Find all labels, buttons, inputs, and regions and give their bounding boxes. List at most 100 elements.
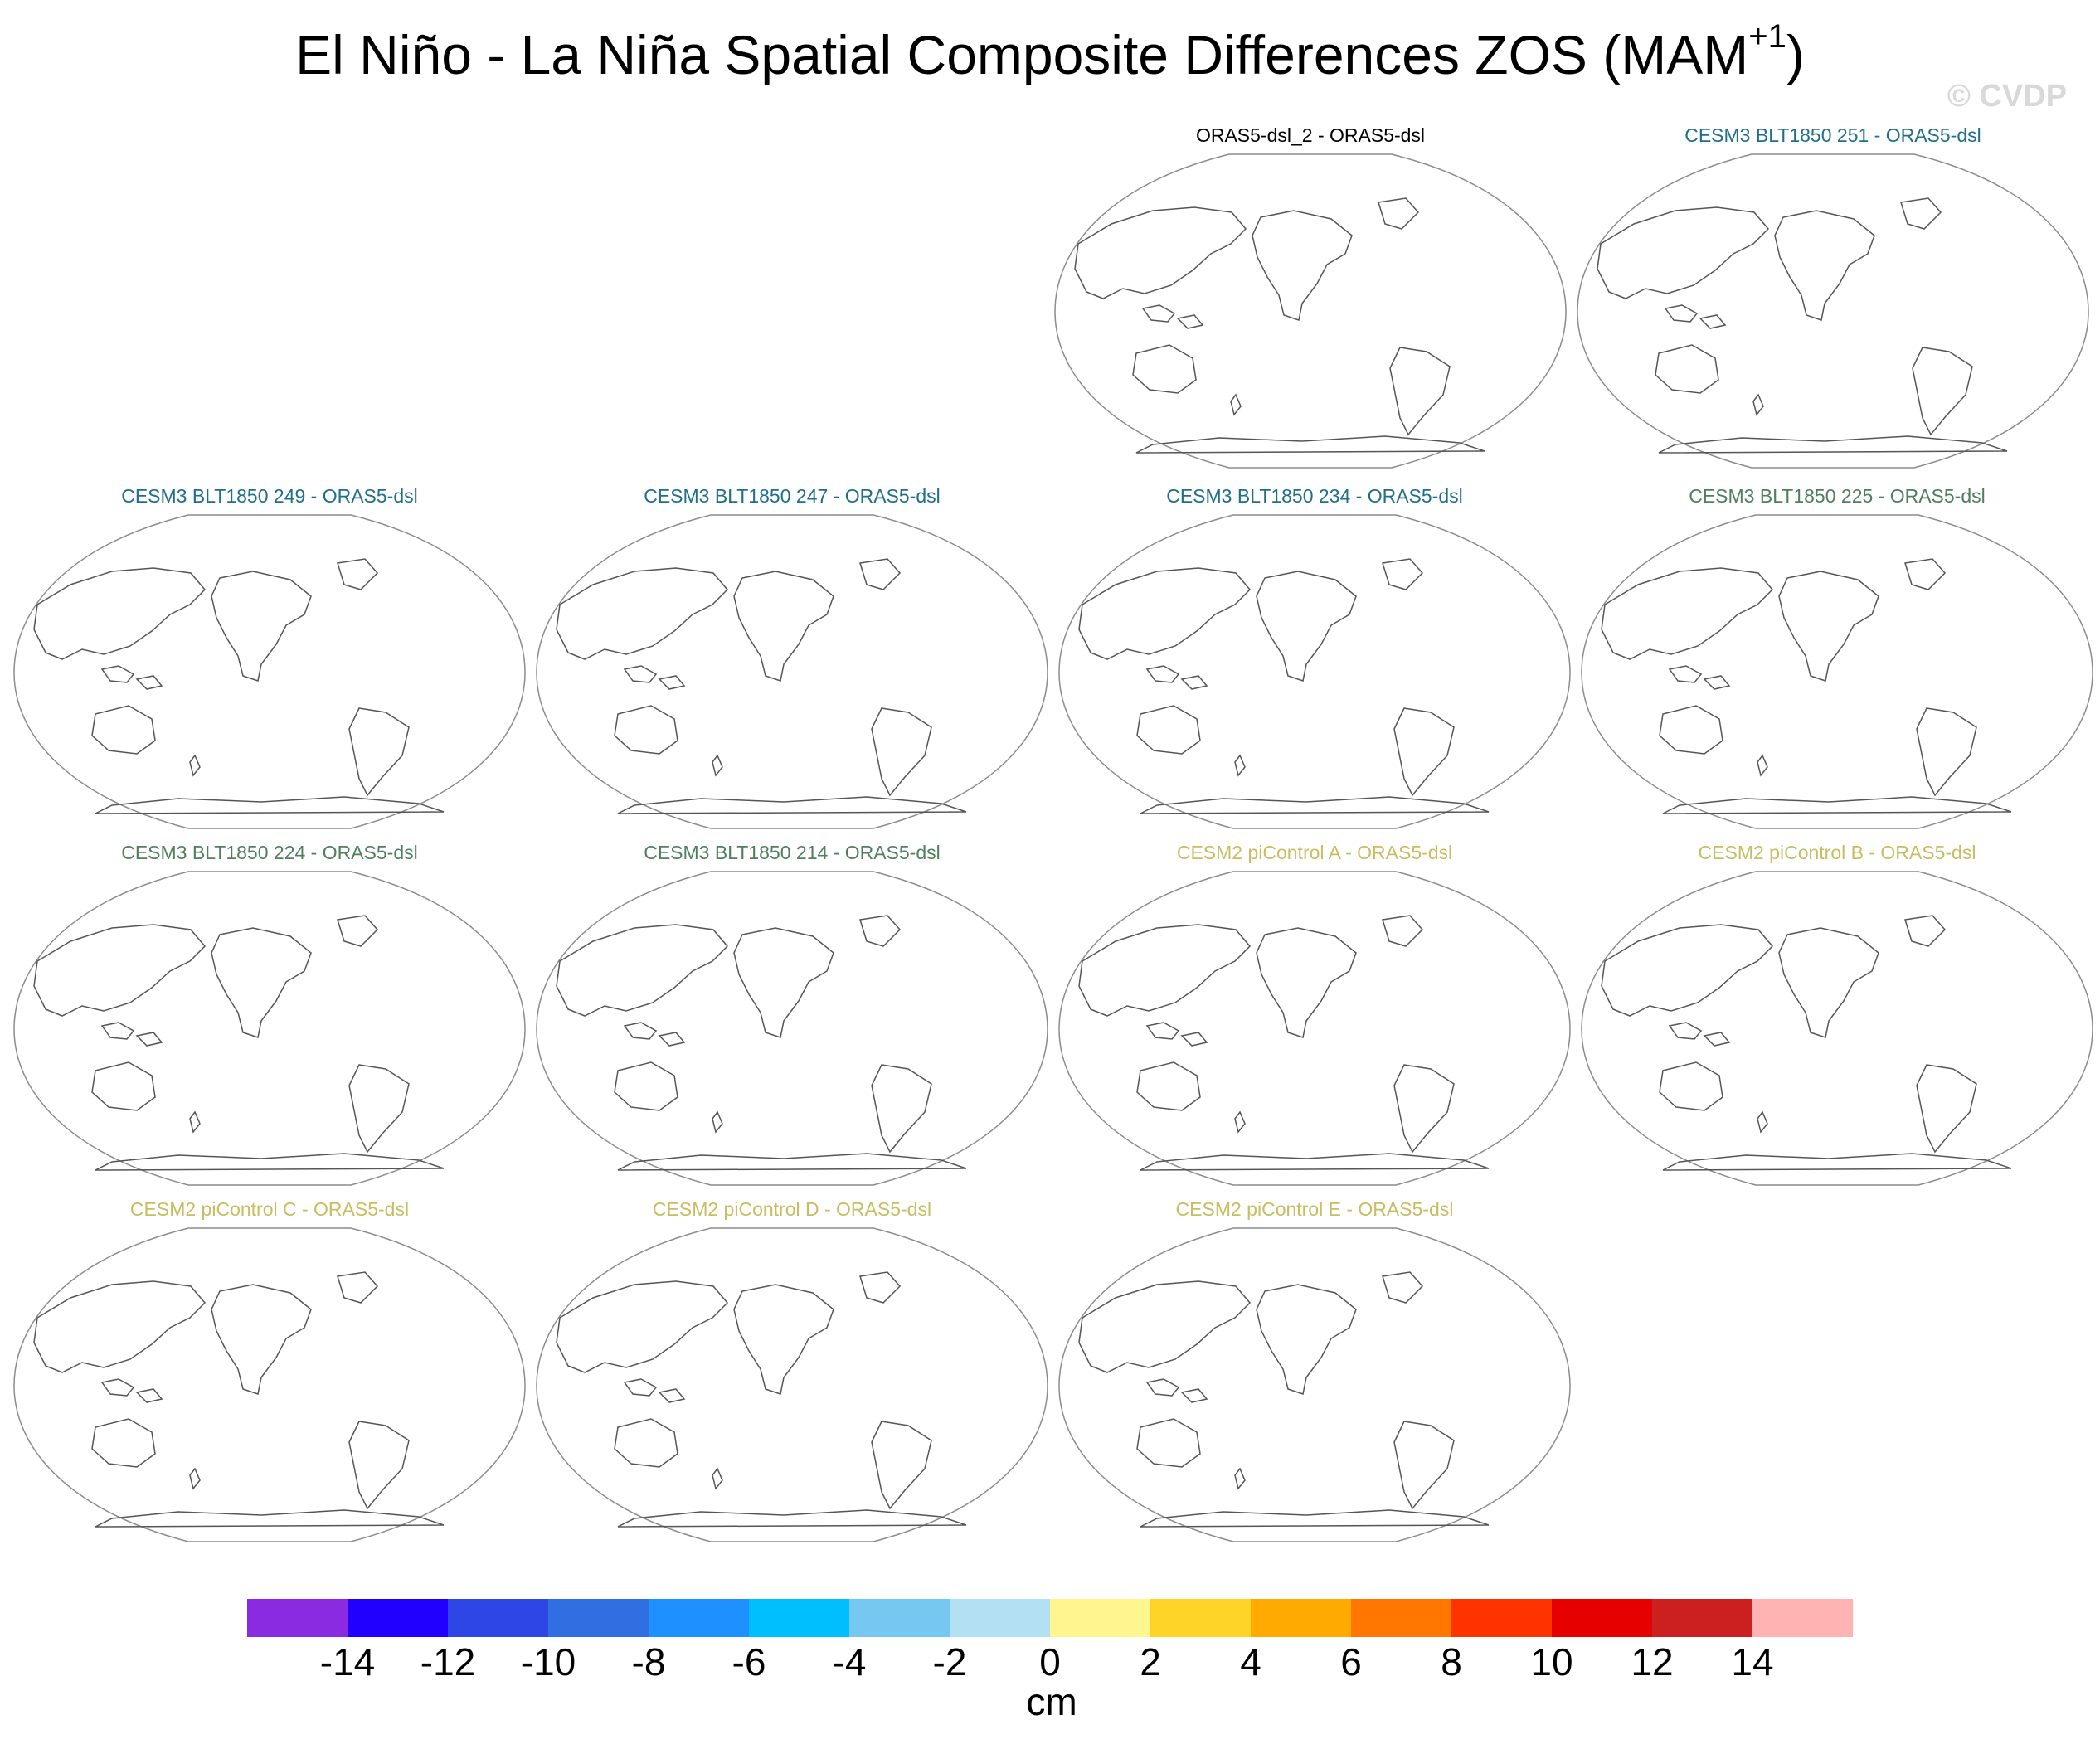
coastline	[623, 1022, 658, 1040]
coastline	[1757, 754, 1768, 777]
coastline	[1382, 915, 1424, 947]
colorbar-tick-label: 4	[1240, 1640, 1261, 1682]
coastline	[1256, 571, 1357, 682]
coastline	[1145, 665, 1180, 683]
map-border	[13, 871, 526, 1186]
colorbar-segment	[649, 1599, 749, 1637]
coastline	[859, 915, 902, 947]
coastline	[348, 707, 410, 797]
coastline	[712, 1110, 723, 1134]
colorbar-tick-label: 6	[1340, 1640, 1362, 1682]
colorbar-segment	[448, 1599, 548, 1637]
coastline	[1393, 707, 1455, 797]
colorbar-segment	[548, 1599, 649, 1637]
map-panel: ORAS5-dsl_2 - ORAS5-dsl	[1053, 124, 1568, 473]
coastline	[1256, 1284, 1357, 1395]
coastline	[1180, 675, 1208, 690]
coastline	[33, 567, 207, 660]
colorbar-tick-label: -10	[521, 1640, 576, 1682]
coastline	[1389, 347, 1451, 436]
coastline	[556, 924, 729, 1017]
coastline	[658, 1032, 686, 1047]
coastline	[1664, 304, 1699, 323]
coastline	[1601, 567, 1774, 660]
coastline	[617, 796, 967, 814]
map-border	[13, 514, 526, 829]
colorbar-segment	[849, 1599, 950, 1637]
colorbar-segment	[1050, 1599, 1150, 1637]
coastline	[1132, 344, 1197, 394]
coastline	[1234, 754, 1246, 777]
coastline	[135, 675, 163, 690]
coastline	[1234, 1467, 1246, 1490]
panel-title: CESM2 piControl C - ORAS5-dsl	[129, 1198, 410, 1220]
coastline	[1668, 665, 1703, 683]
coastline	[1778, 571, 1879, 682]
coastline	[1145, 1022, 1180, 1040]
colorbar-segment	[1251, 1599, 1351, 1637]
colorbar-tick-label: 8	[1441, 1640, 1462, 1682]
coastline	[1382, 1271, 1424, 1304]
panel-title: CESM3 BLT1850 249 - ORAS5-dsl	[121, 485, 418, 507]
colorbar-tick-label: -6	[732, 1640, 766, 1682]
coastline	[1916, 1064, 1977, 1154]
colorbar-tick-label: -14	[320, 1640, 375, 1682]
colorbar-segment	[1351, 1599, 1451, 1637]
coastline	[712, 1467, 723, 1490]
coastline	[100, 1022, 135, 1040]
coastline	[1252, 210, 1353, 321]
coastline	[1703, 675, 1731, 690]
coastline	[100, 1378, 135, 1397]
coastline	[1658, 435, 2008, 454]
coastline	[1900, 197, 1942, 230]
coastline	[1136, 705, 1201, 755]
coastline	[871, 1421, 932, 1510]
map-projection	[536, 1227, 1048, 1542]
colorbar-segment	[247, 1599, 348, 1637]
coastline	[1180, 1032, 1208, 1047]
coastline	[211, 1284, 312, 1395]
coastline	[1078, 924, 1252, 1017]
coastline	[1136, 1418, 1201, 1468]
map-projection	[1058, 514, 1571, 829]
coastline	[100, 665, 135, 683]
map-projection	[1577, 153, 2089, 469]
map-projection	[13, 514, 526, 829]
coastline	[1140, 796, 1490, 814]
colorbar-segment	[1150, 1599, 1251, 1637]
panel-title: CESM2 piControl B - ORAS5-dsl	[1698, 842, 1976, 863]
panel-title: ORAS5-dsl_2 - ORAS5-dsl	[1195, 124, 1426, 146]
map-panel: CESM3 BLT1850 247 - ORAS5-dsl	[535, 485, 1049, 833]
colorbar-unit-label: cm	[1026, 1680, 1077, 1723]
coastline	[658, 1388, 686, 1403]
map-projection	[1581, 514, 2093, 829]
coastline	[1234, 1110, 1246, 1134]
map-panel: CESM3 BLT1850 234 - ORAS5-dsl	[1057, 485, 1572, 833]
map-projection	[536, 514, 1048, 829]
panel-title: CESM3 BLT1850 214 - ORAS5-dsl	[644, 842, 941, 863]
colorbar-tick-label: 14	[1731, 1640, 1773, 1682]
coastline	[614, 1418, 678, 1468]
coastline	[1140, 1153, 1490, 1171]
coastline	[733, 1284, 834, 1395]
coastline	[91, 1061, 156, 1111]
coastline	[1136, 1061, 1201, 1111]
colorbar-segment	[348, 1599, 448, 1637]
coastline	[1074, 206, 1247, 299]
map-projection	[13, 1227, 526, 1542]
coastline	[871, 1064, 932, 1154]
map-border	[1577, 153, 2089, 469]
coastline	[859, 558, 902, 590]
coastline	[1916, 707, 1977, 797]
coastline	[617, 1509, 967, 1528]
map-border	[1581, 871, 2093, 1186]
panel-title: CESM3 BLT1850 224 - ORAS5-dsl	[121, 842, 418, 863]
coastline	[1668, 1022, 1703, 1040]
coastline	[1703, 1032, 1731, 1047]
coastline	[1078, 567, 1252, 660]
colorbar-segment	[749, 1599, 849, 1637]
map-panel: CESM3 BLT1850 224 - ORAS5-dsl	[12, 842, 527, 1190]
panel-title: CESM3 BLT1850 247 - ORAS5-dsl	[644, 485, 941, 507]
coastline	[337, 915, 379, 947]
colorbar-segment	[1451, 1599, 1552, 1637]
